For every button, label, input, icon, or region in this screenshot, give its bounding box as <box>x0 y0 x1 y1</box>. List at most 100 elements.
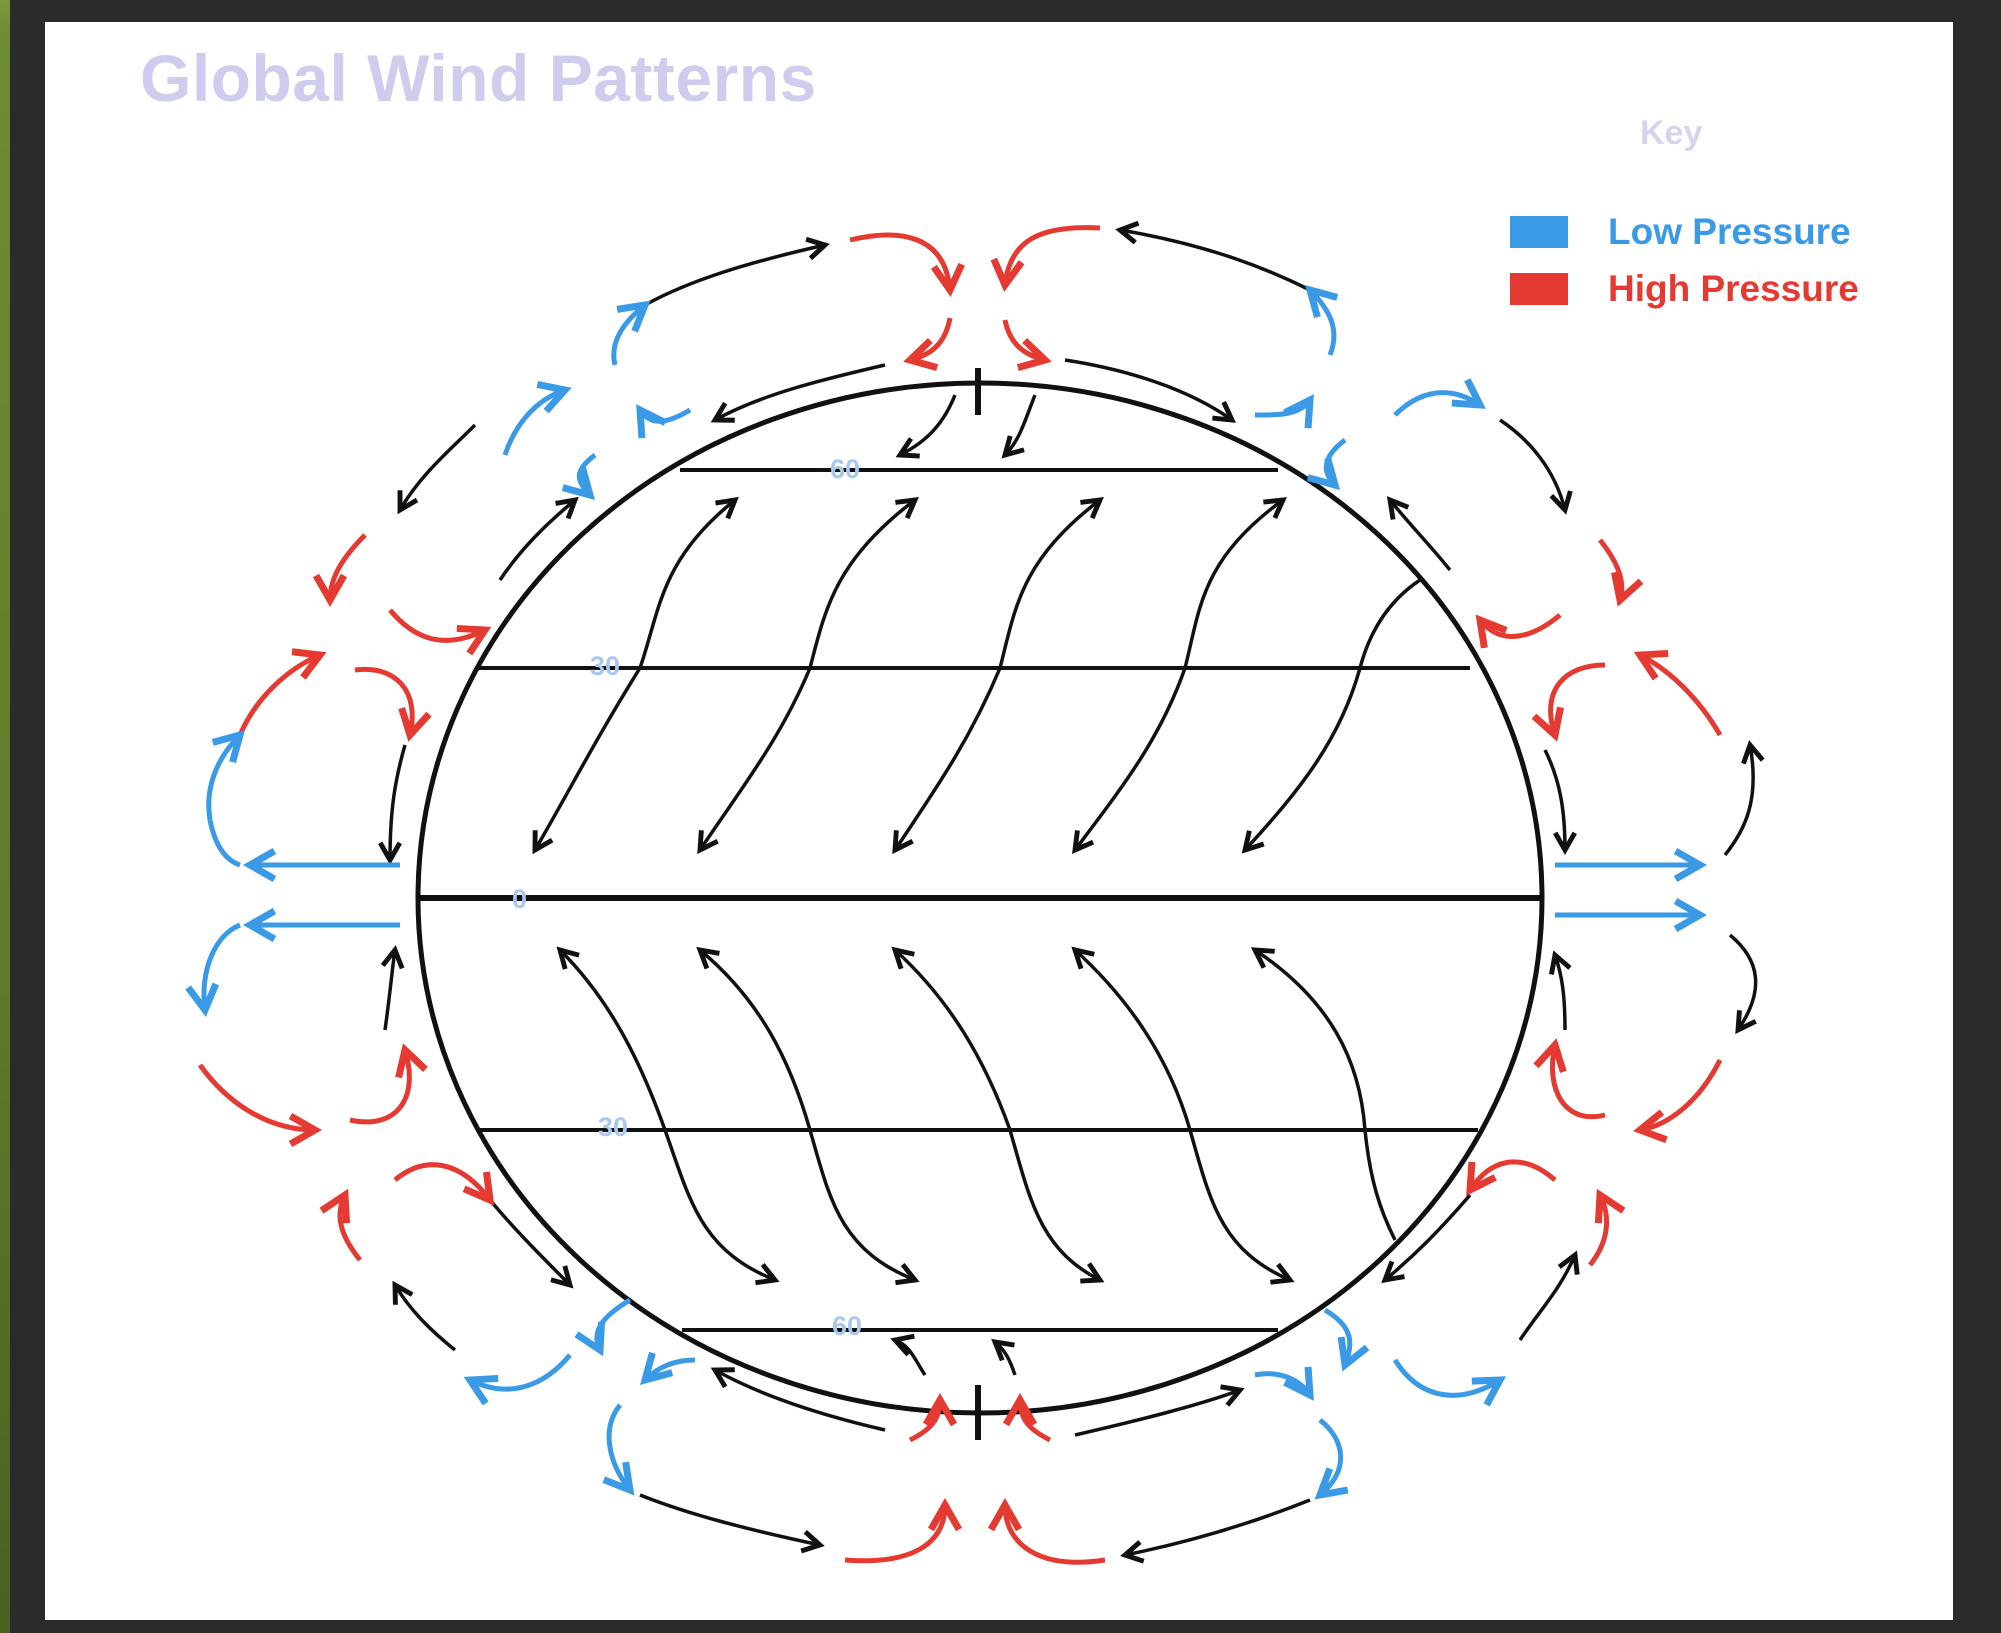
wind-arrow <box>1393 393 1480 417</box>
wind-arrow <box>1245 578 1421 850</box>
wind-arrow <box>611 305 645 366</box>
wind-arrow <box>1005 394 1037 455</box>
wind-arrow <box>1385 1193 1472 1280</box>
wind-arrow <box>639 1493 820 1545</box>
outer-circulation-black <box>385 230 1756 1555</box>
wind-arrow <box>900 394 957 455</box>
wind-arrow <box>609 1403 630 1490</box>
wind-arrow <box>393 1162 490 1200</box>
wind-arrow <box>1074 1390 1240 1437</box>
wind-arrow <box>700 500 915 850</box>
wind-arrow <box>1120 230 1311 292</box>
wind-arrow <box>1551 662 1606 735</box>
wind-arrow <box>1005 225 1101 285</box>
wind-arrow <box>1598 538 1622 600</box>
wind-arrow <box>1480 613 1562 636</box>
wind-arrow <box>645 1360 696 1380</box>
wind-arrow <box>995 1342 1017 1376</box>
wind-arrow <box>1390 500 1452 572</box>
high-pressure-arrows <box>197 225 1723 1565</box>
wind-arrow <box>395 1285 457 1352</box>
label-south-60: 60 <box>832 1311 862 1341</box>
wind-arrow <box>715 1370 886 1432</box>
wind-arrow <box>1326 438 1347 485</box>
wind-arrow <box>1075 500 1283 850</box>
legend-swatch-low <box>1510 216 1568 248</box>
wind-arrow <box>502 390 565 456</box>
wind-arrow <box>206 735 240 821</box>
low-pressure-arrows <box>204 290 1700 1495</box>
wind-arrow <box>1323 1307 1350 1365</box>
legend-label-high: High Pressure <box>1608 268 1859 309</box>
wind-arrow <box>908 1400 940 1443</box>
wind-arrow <box>1064 358 1232 420</box>
key-title: Key <box>1640 114 1703 152</box>
diagram-title: Global Wind Patterns <box>140 41 817 115</box>
wind-arrow <box>237 655 320 736</box>
wind-arrow <box>1588 1195 1607 1267</box>
wind-arrow <box>640 410 692 421</box>
wind-arrow <box>1470 1159 1557 1190</box>
wind-arrow <box>330 533 367 600</box>
wind-arrow <box>597 1297 632 1350</box>
wind-arrow <box>1254 400 1310 415</box>
wind-arrow <box>498 500 575 581</box>
wind-arrow <box>1392 1358 1500 1395</box>
wind-arrow <box>1125 1498 1311 1555</box>
wind-arrow <box>849 232 950 290</box>
wind-arrow <box>895 1340 927 1376</box>
wind-arrow <box>644 245 825 307</box>
label-south-30: 30 <box>598 1112 628 1142</box>
wind-arrow <box>354 666 412 735</box>
wind-arrow <box>1728 933 1758 1030</box>
wind-arrow <box>1020 1400 1052 1443</box>
wind-arrow <box>340 1195 362 1262</box>
wind-arrow <box>579 453 597 495</box>
wind-arrow <box>470 1353 572 1389</box>
wind-arrow <box>715 363 886 420</box>
wind-arrow <box>1723 745 1753 857</box>
wind-arrow <box>1555 955 1565 1031</box>
wind-arrow <box>385 950 395 1031</box>
wind-arrow <box>895 950 1100 1280</box>
wind-arrow <box>895 500 1100 850</box>
wind-arrow <box>349 1050 409 1125</box>
wind-arrow <box>1499 418 1565 510</box>
wind-arrow <box>488 1198 570 1285</box>
label-north-60: 60 <box>830 454 860 484</box>
wind-arrow <box>1320 1418 1341 1495</box>
wind-arrow <box>1543 749 1565 850</box>
wind-arrow <box>390 744 407 860</box>
legend-swatch-high <box>1510 273 1568 305</box>
wind-arrow <box>700 950 915 1280</box>
southern-trade-and-westerly-winds <box>560 950 1397 1280</box>
wind-arrow <box>910 317 953 360</box>
legend-high-pressure: High Pressure <box>1510 268 1859 309</box>
wind-arrow <box>844 1505 945 1564</box>
northern-trade-and-westerly-winds <box>535 500 1421 850</box>
legend-label-low: Low Pressure <box>1608 211 1851 252</box>
wind-arrow <box>1075 950 1290 1280</box>
wind-arrow <box>1640 1058 1723 1130</box>
wind-arrow <box>400 423 477 510</box>
polar-easterlies <box>895 394 1037 1376</box>
wind-arrow <box>207 819 241 868</box>
wind-arrow <box>388 608 485 640</box>
wind-arrow <box>1254 1374 1310 1395</box>
legend-low-pressure: Low Pressure <box>1510 211 1851 252</box>
wind-arrow <box>560 950 775 1280</box>
wind-arrow <box>1518 1255 1575 1341</box>
label-equator: 0 <box>512 884 527 914</box>
wind-arrow <box>1640 655 1723 737</box>
wind-arrow <box>1002 319 1045 360</box>
label-north-30: 30 <box>590 651 620 681</box>
wind-arrow <box>535 500 735 850</box>
wind-arrow <box>1310 290 1334 356</box>
wind-arrow <box>204 922 242 1010</box>
wind-arrow <box>197 1063 315 1130</box>
wind-arrow <box>1255 950 1397 1241</box>
wind-arrow <box>1552 1045 1606 1120</box>
earth-globe <box>415 368 1545 1440</box>
wind-arrow <box>1005 1505 1106 1565</box>
